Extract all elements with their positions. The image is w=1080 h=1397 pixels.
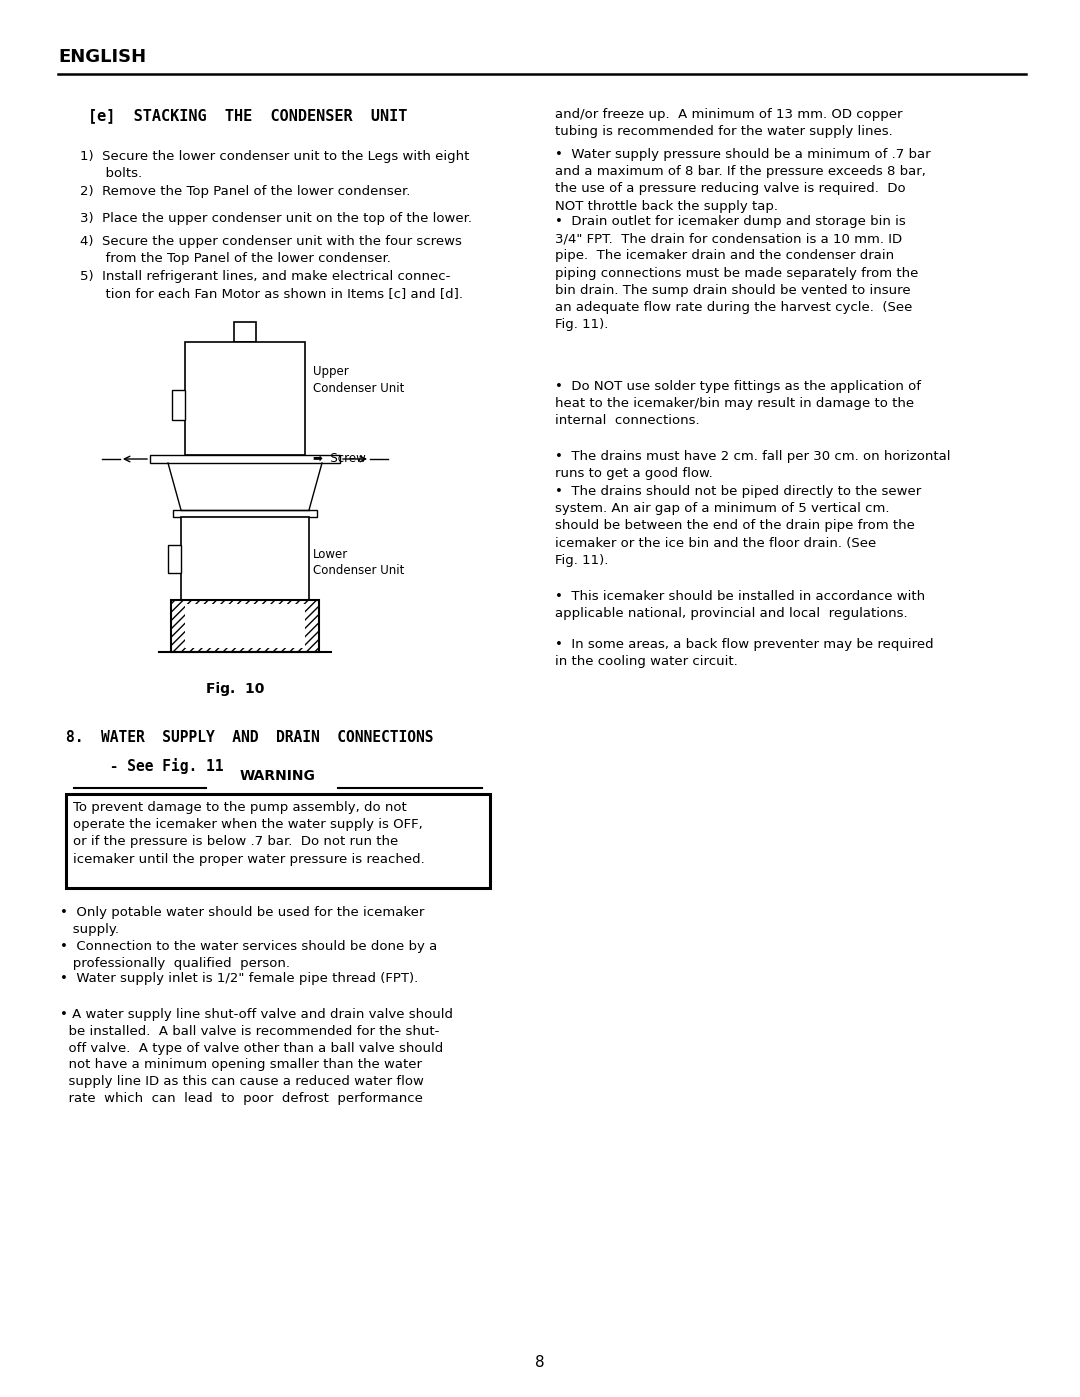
Bar [181,517,309,599]
Text: 8.  WATER  SUPPLY  AND  DRAIN  CONNECTIONS: 8. WATER SUPPLY AND DRAIN CONNECTIONS [66,731,433,745]
Text: •  The drains must have 2 cm. fall per 30 cm. on horizontal
runs to get a good f: • The drains must have 2 cm. fall per 30… [555,450,950,481]
Text: •  Water supply pressure should be a minimum of .7 bar
and a maximum of 8 bar. I: • Water supply pressure should be a mini… [555,148,931,212]
Text: 2)  Remove the Top Panel of the lower condenser.: 2) Remove the Top Panel of the lower con… [80,184,410,198]
Text: •  Drain outlet for icemaker dump and storage bin is
3/4" FPT.  The drain for co: • Drain outlet for icemaker dump and sto… [555,215,918,331]
Text: and/or freeze up.  A minimum of 13 mm. OD copper
tubing is recommended for the w: and/or freeze up. A minimum of 13 mm. OD… [555,108,903,138]
Bar [172,390,185,420]
Text: To prevent damage to the pump assembly, do not
operate the icemaker when the wat: To prevent damage to the pump assembly, … [73,800,424,866]
Text: - See Fig. 11: - See Fig. 11 [66,759,224,774]
Text: 4)  Secure the upper condenser unit with the four screws
      from the Top Pane: 4) Secure the upper condenser unit with … [80,235,462,265]
Bar [150,455,340,462]
Text: 3)  Place the upper condenser unit on the top of the lower.: 3) Place the upper condenser unit on the… [80,212,472,225]
Text: •  The drains should not be piped directly to the sewer
system. An air gap of a : • The drains should not be piped directl… [555,485,921,567]
Text: ➡  Screw: ➡ Screw [313,453,366,465]
Text: •  Only potable water should be used for the icemaker
   supply.: • Only potable water should be used for … [60,907,424,936]
Text: •  Do NOT use solder type fittings as the application of
heat to the icemaker/bi: • Do NOT use solder type fittings as the… [555,380,921,427]
Bar [173,510,318,517]
Text: •  This icemaker should be installed in accordance with
applicable national, pro: • This icemaker should be installed in a… [555,590,926,620]
Text: ENGLISH: ENGLISH [58,47,146,66]
Text: 5)  Install refrigerant lines, and make electrical connec-
      tion for each F: 5) Install refrigerant lines, and make e… [80,270,463,300]
Text: • A water supply line shut-off valve and drain valve should
  be installed.  A b: • A water supply line shut-off valve and… [60,1009,453,1105]
Text: 1)  Secure the lower condenser unit to the Legs with eight
      bolts.: 1) Secure the lower condenser unit to th… [80,149,470,180]
Text: •  Water supply inlet is 1/2" female pipe thread (FPT).: • Water supply inlet is 1/2" female pipe… [60,972,418,985]
Bar [168,545,181,573]
Text: •  In some areas, a back flow preventer may be required
in the cooling water cir: • In some areas, a back flow preventer m… [555,638,933,668]
Text: Upper
Condenser Unit: Upper Condenser Unit [313,365,404,394]
Bar [185,342,305,455]
Text: WARNING: WARNING [240,768,316,782]
Bar [171,599,319,652]
Text: •  Connection to the water services should be done by a
   professionally  quali: • Connection to the water services shoul… [60,940,437,970]
Bar [185,604,305,648]
Text: 8: 8 [536,1355,544,1370]
Text: [e]  STACKING  THE  CONDENSER  UNIT: [e] STACKING THE CONDENSER UNIT [87,108,407,123]
Bar [66,793,490,888]
Bar [234,321,256,342]
Text: Fig.  10: Fig. 10 [206,682,265,696]
Text: Lower
Condenser Unit: Lower Condenser Unit [313,548,404,577]
